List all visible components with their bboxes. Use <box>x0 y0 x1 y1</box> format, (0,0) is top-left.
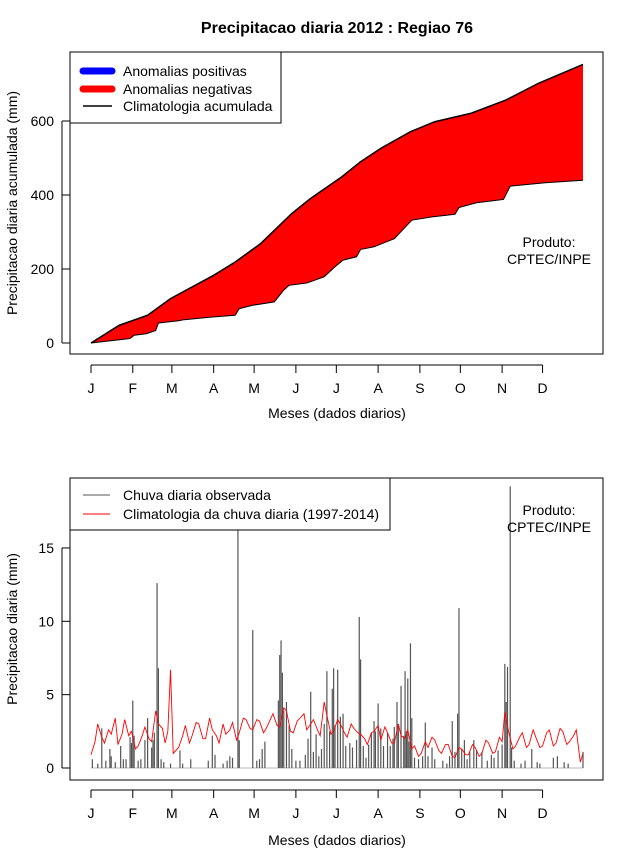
annotation-produto: Produto: <box>523 502 576 518</box>
x-tick-label: J <box>88 805 95 821</box>
annotation-cptec: CPTEC/INPE <box>507 251 591 267</box>
y-tick-label: 400 <box>31 187 55 203</box>
y-tick-label: 15 <box>38 540 54 556</box>
legend: Chuva diaria observada Climatologia da c… <box>69 477 391 531</box>
x-axis-label: Meses (dados diarios) <box>268 405 406 421</box>
y-axis-label: Precipitacao diaria acumulada (mm) <box>4 91 20 315</box>
x-tick-label: F <box>129 805 138 821</box>
x-tick-label: A <box>373 805 383 821</box>
x-tick-label: M <box>166 380 178 396</box>
axes: 0 200 400 600 J F M A M J J A S O N D <box>31 113 548 396</box>
x-tick-label: N <box>497 380 507 396</box>
legend-label-negative: Anomalias negativas <box>123 81 252 97</box>
x-tick-label: M <box>248 380 260 396</box>
y-tick-label: 0 <box>46 760 54 776</box>
x-tick-label: A <box>373 380 383 396</box>
y-tick-label: 0 <box>46 335 54 351</box>
x-tick-label: D <box>537 805 547 821</box>
observed-bars-layer <box>91 486 584 769</box>
x-tick-label: S <box>415 380 424 396</box>
x-tick-label: J <box>88 380 95 396</box>
x-tick-label: M <box>166 805 178 821</box>
x-tick-label: J <box>292 805 299 821</box>
x-tick-label: F <box>129 380 138 396</box>
daily-precipitation-panel: 0 5 10 15 J F M A M J J A S O N D Precipitacao diaria (… <box>4 477 604 848</box>
legend-label-climatology: Climatologia acumulada <box>123 98 273 114</box>
x-tick-label: O <box>455 380 466 396</box>
annotation-produto: Produto: <box>523 234 576 250</box>
y-tick-label: 600 <box>31 113 55 129</box>
accumulated-precipitation-panel: 0 200 400 600 J F M A M J J A S O N D Precipitacao diar… <box>4 51 604 421</box>
annotation-cptec: CPTEC/INPE <box>507 519 591 535</box>
observed-accumulated-line <box>90 179 584 344</box>
axes: 0 5 10 15 J F M A M J J A S O N D <box>38 540 547 821</box>
x-tick-label: O <box>455 805 466 821</box>
negative-anomaly-area <box>91 64 583 343</box>
x-tick-label: A <box>209 805 219 821</box>
y-tick-label: 200 <box>31 261 55 277</box>
x-tick-label: A <box>209 380 219 396</box>
legend-label-positive: Anomalias positivas <box>123 63 247 79</box>
climatology-daily-line <box>90 669 584 763</box>
legend-label-climatology: Climatologia da chuva diaria (1997-2014) <box>123 506 379 522</box>
y-tick-label: 5 <box>46 687 54 703</box>
legend-label-observed: Chuva diaria observada <box>123 487 271 503</box>
y-tick-label: 10 <box>38 613 54 629</box>
x-tick-label: D <box>537 380 547 396</box>
figure-title: Precipitacao diaria 2012 : Regiao 76 <box>201 20 473 37</box>
plot-box <box>69 51 604 355</box>
x-tick-label: J <box>333 380 340 396</box>
legend: Anomalias positivas Anomalias negativas … <box>69 51 282 124</box>
y-axis-label: Precipitacao diaria (mm) <box>4 553 20 705</box>
anomaly-area-layer <box>90 63 584 344</box>
x-axis-label: Meses (dados diarios) <box>268 832 406 848</box>
legend-box <box>69 477 391 531</box>
climatology-accumulated-line <box>90 63 584 344</box>
x-tick-label: J <box>333 805 340 821</box>
x-tick-label: N <box>497 805 507 821</box>
x-tick-label: J <box>292 380 299 396</box>
x-tick-label: S <box>415 805 424 821</box>
x-tick-label: M <box>248 805 260 821</box>
climatology-line-layer <box>90 669 584 763</box>
